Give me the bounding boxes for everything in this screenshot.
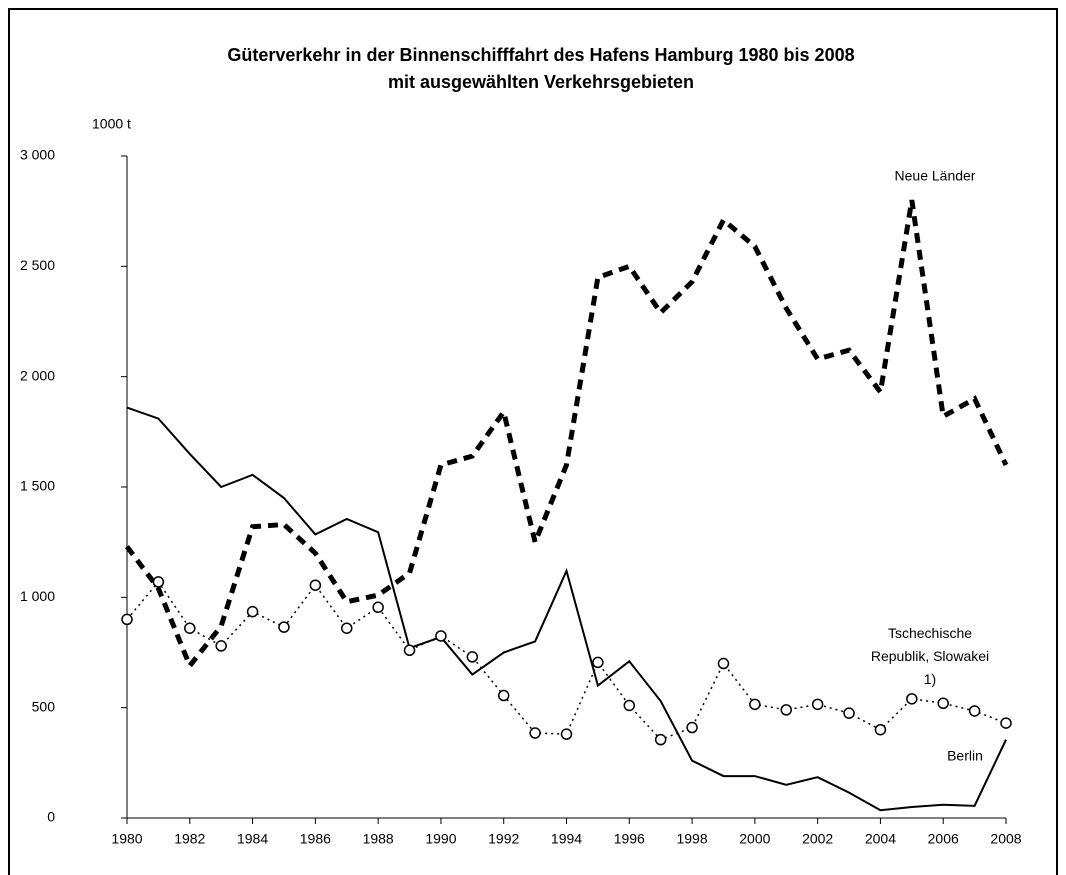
data-point: [623, 699, 636, 712]
y-tick-label: 0: [47, 809, 55, 825]
data-point: [466, 651, 479, 663]
y-tick-label: 2 500: [20, 257, 55, 273]
data-point: [435, 630, 447, 642]
x-tick-label: 2008: [990, 831, 1021, 847]
data-point: [592, 656, 604, 669]
data-point: [717, 657, 730, 670]
series-label: Neue Länder: [895, 168, 976, 184]
data-point: [560, 728, 573, 740]
x-tick-label: 1984: [237, 831, 268, 847]
data-point: [184, 622, 196, 634]
series-label: Berlin: [947, 748, 983, 764]
frame: [8, 8, 1058, 875]
series-line: [124, 199, 1009, 671]
y-tick-label: 1 000: [20, 588, 55, 604]
series-line: [126, 406, 1007, 812]
data-point: [749, 698, 761, 711]
series-label: Tschechische Republik, Slowakei 1): [870, 625, 990, 687]
data-point: [497, 689, 510, 702]
x-tick-label: 2000: [739, 831, 770, 847]
data-point: [874, 723, 887, 736]
y-tick-label: 3 000: [20, 147, 55, 163]
data-point: [686, 721, 698, 734]
data-point: [246, 605, 259, 618]
data-point: [843, 707, 855, 719]
series-line: [126, 580, 1007, 741]
x-tick-label: 1988: [363, 831, 394, 847]
data-point: [780, 704, 792, 716]
data-point: [529, 727, 541, 739]
chart-subtitle: mit ausgewählten Verkehrsgebieten: [388, 72, 694, 92]
data-point: [121, 613, 133, 626]
data-point: [968, 705, 981, 717]
data-point: [309, 579, 322, 591]
y-tick-label: 500: [32, 698, 56, 714]
x-tick-label: 1996: [614, 831, 645, 847]
y-axis-label: 1000 t: [92, 116, 131, 132]
data-point: [215, 640, 227, 652]
x-tick-label: 2002: [802, 831, 833, 847]
y-tick-label: 1 500: [20, 478, 55, 494]
data-point: [372, 601, 384, 614]
data-point: [937, 697, 949, 710]
x-tick-label: 2006: [928, 831, 959, 847]
data-point: [811, 698, 824, 711]
data-point: [278, 621, 290, 633]
data-point: [906, 693, 918, 705]
x-tick-label: 1990: [425, 831, 456, 847]
data-point: [654, 733, 667, 746]
y-tick-label: 2 000: [20, 367, 55, 383]
x-tick-label: 1998: [676, 831, 707, 847]
x-tick-label: 1994: [551, 831, 582, 847]
data-point: [1000, 717, 1012, 729]
data-point: [403, 644, 416, 657]
x-tick-label: 1992: [488, 831, 519, 847]
x-tick-label: 1986: [300, 831, 331, 847]
data-point: [341, 622, 353, 634]
data-point: [152, 576, 165, 588]
chart-title: Güterverkehr in der Binnenschifffahrt de…: [227, 45, 854, 65]
x-tick-label: 1980: [111, 831, 142, 847]
x-tick-label: 2004: [865, 831, 896, 847]
x-tick-label: 1982: [174, 831, 205, 847]
